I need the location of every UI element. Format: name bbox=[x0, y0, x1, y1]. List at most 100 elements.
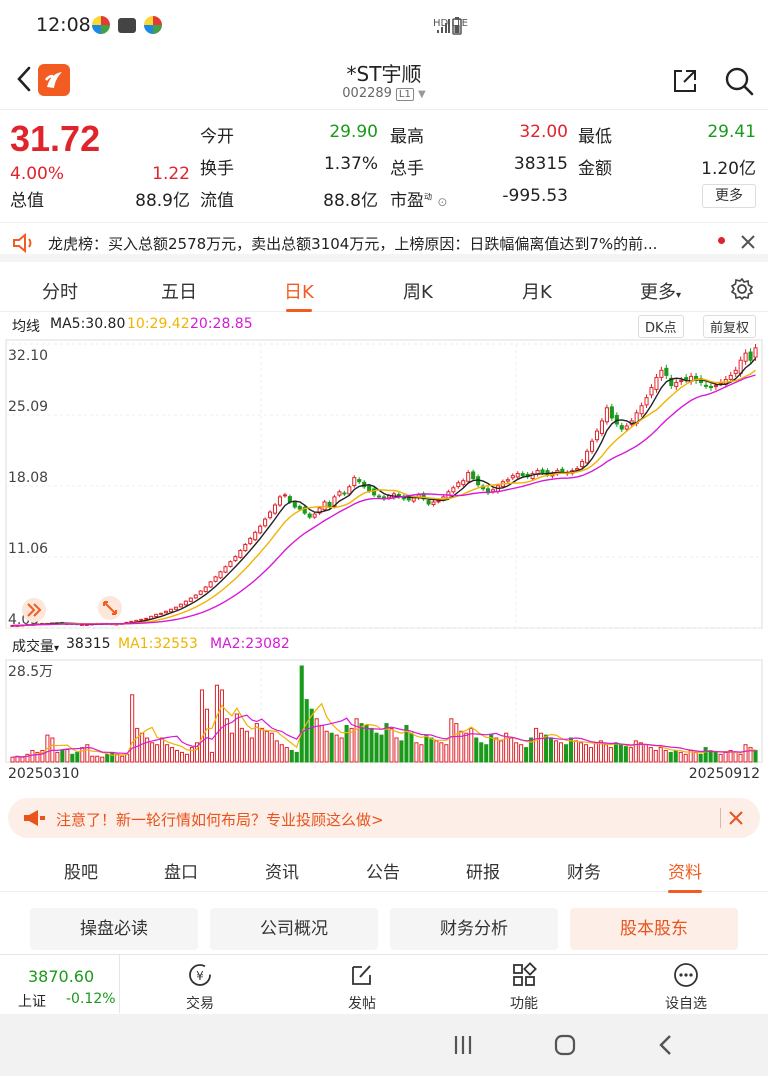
candle-body bbox=[178, 603, 183, 608]
promo-banner[interactable]: 注意了！新一轮行情如何布局？专业投顾这么做> bbox=[8, 798, 760, 838]
volume-bar bbox=[563, 744, 569, 763]
candle-body bbox=[248, 537, 253, 545]
back-nav-icon[interactable] bbox=[656, 1034, 678, 1056]
close-icon[interactable] bbox=[728, 810, 744, 826]
tab-more-label: 更多 bbox=[640, 282, 676, 303]
candle-body bbox=[188, 597, 193, 602]
candle-body bbox=[372, 488, 377, 496]
tab-research[interactable]: 研报 bbox=[466, 863, 500, 883]
volume-bar bbox=[135, 727, 140, 763]
volume-bar bbox=[314, 718, 319, 763]
volume-bar bbox=[718, 753, 723, 763]
candle-body bbox=[357, 479, 362, 483]
volume-bar bbox=[389, 727, 394, 763]
bottom-navigation: 3870.60 上证 -0.12% ¥ 交易 发帖 功能 设自选 bbox=[0, 954, 768, 1013]
volume-bar bbox=[30, 749, 35, 763]
subtab-company-overview[interactable]: 公司概况 bbox=[210, 908, 378, 950]
volume-bar bbox=[214, 684, 219, 763]
candle-body bbox=[213, 576, 218, 582]
index-value: 3870.60 bbox=[28, 967, 95, 986]
volume-bar bbox=[379, 734, 384, 763]
index-change: -0.12% bbox=[66, 991, 116, 1007]
volume-bar bbox=[289, 749, 294, 763]
more-button[interactable]: 更多 bbox=[702, 184, 756, 208]
recent-apps-icon[interactable] bbox=[452, 1034, 474, 1056]
volume-bar bbox=[175, 749, 180, 763]
lhb-notice[interactable]: 龙虎榜：买入总额2578万元，卖出总额3104万元，上榜原因：日跌幅偏离值达到7… bbox=[0, 222, 768, 262]
candle-body bbox=[679, 379, 684, 383]
volume-bar bbox=[299, 665, 304, 763]
candle-body bbox=[684, 377, 689, 380]
expand-left-icon[interactable] bbox=[22, 598, 46, 622]
volume-bar bbox=[359, 723, 364, 763]
volume-bar bbox=[394, 737, 399, 763]
volume-bar bbox=[140, 732, 145, 763]
volume-indicator-select[interactable]: 成交量▾ bbox=[12, 636, 59, 656]
volume-bar bbox=[499, 740, 504, 763]
volume-bar bbox=[409, 732, 414, 763]
nav-trade[interactable]: ¥ 交易 bbox=[150, 961, 250, 1013]
volume-bar bbox=[85, 744, 90, 763]
nav-functions[interactable]: 功能 bbox=[474, 961, 574, 1013]
subtab-shareholders[interactable]: 股本股东 bbox=[570, 908, 738, 950]
search-icon[interactable] bbox=[724, 66, 754, 96]
speaker-icon bbox=[13, 233, 32, 253]
tab-news[interactable]: 资讯 bbox=[265, 863, 299, 883]
tab-monthly-k[interactable]: 月K bbox=[522, 282, 552, 303]
volume-bar bbox=[165, 744, 170, 763]
adjust-button[interactable]: 前复权 bbox=[703, 315, 757, 338]
tab-pankou[interactable]: 盘口 bbox=[164, 863, 198, 883]
pe-label[interactable]: 市盈动 ⊙ bbox=[390, 186, 447, 211]
volume-bar bbox=[573, 740, 579, 763]
candle-body bbox=[347, 486, 352, 495]
fullscreen-icon[interactable] bbox=[98, 596, 122, 620]
tab-five-day[interactable]: 五日 bbox=[161, 282, 197, 303]
tab-weekly-k[interactable]: 周K bbox=[403, 282, 433, 303]
home-icon[interactable] bbox=[554, 1034, 576, 1056]
status-bar: 12:08 HD LTE bbox=[0, 0, 768, 52]
volume-bar bbox=[623, 746, 628, 763]
tab-more[interactable]: 更多▾ bbox=[640, 278, 681, 304]
tab-announcements[interactable]: 公告 bbox=[366, 863, 400, 883]
subtab-must-read[interactable]: 操盘必读 bbox=[30, 908, 198, 950]
nav-post[interactable]: 发帖 bbox=[312, 961, 412, 1013]
volume-bar bbox=[269, 732, 274, 763]
chevron-down-icon: ▼ bbox=[418, 89, 426, 100]
volume-bar bbox=[628, 747, 633, 763]
candle-body bbox=[426, 500, 431, 505]
volume-bar bbox=[254, 723, 259, 763]
tab-finance[interactable]: 财务 bbox=[567, 863, 601, 883]
tab-intraday[interactable]: 分时 bbox=[42, 282, 78, 303]
close-icon[interactable] bbox=[740, 234, 756, 250]
nav-watchlist[interactable]: 设自选 bbox=[636, 961, 736, 1013]
index-widget[interactable]: 3870.60 上证 -0.12% bbox=[0, 955, 120, 1013]
volume-bar bbox=[529, 737, 534, 763]
stock-code-row[interactable]: 002289 L1 ▼ bbox=[0, 86, 768, 101]
banner-text: 注意了！新一轮行情如何布局？专业投顾这么做> bbox=[56, 811, 384, 829]
volume-bar bbox=[329, 732, 334, 763]
share-icon[interactable] bbox=[672, 68, 698, 94]
candle-body bbox=[639, 405, 644, 415]
candle-body bbox=[510, 475, 515, 479]
candle-body bbox=[317, 507, 322, 514]
volume-bar bbox=[539, 732, 544, 763]
volume-bar bbox=[35, 751, 40, 763]
candle-body bbox=[590, 440, 595, 452]
candle-body bbox=[659, 369, 664, 378]
app-logo bbox=[38, 64, 70, 96]
dk-point-button[interactable]: DK点 bbox=[638, 315, 684, 338]
subtab-financial-analysis[interactable]: 财务分析 bbox=[390, 908, 558, 950]
float-label: 流值 bbox=[200, 191, 234, 211]
gear-icon[interactable] bbox=[730, 277, 754, 301]
tab-daily-k[interactable]: 日K bbox=[284, 278, 314, 312]
candle-body bbox=[337, 491, 342, 496]
y-tick-label: 32.10 bbox=[8, 348, 48, 364]
back-icon[interactable] bbox=[14, 64, 34, 94]
candle-body bbox=[287, 496, 292, 503]
tab-guba[interactable]: 股吧 bbox=[64, 863, 98, 883]
tab-profile[interactable]: 资料 bbox=[668, 858, 702, 893]
volume-chart[interactable]: 28.5万 bbox=[0, 656, 768, 764]
volume-bar bbox=[309, 708, 314, 763]
volume-bar bbox=[514, 742, 519, 763]
